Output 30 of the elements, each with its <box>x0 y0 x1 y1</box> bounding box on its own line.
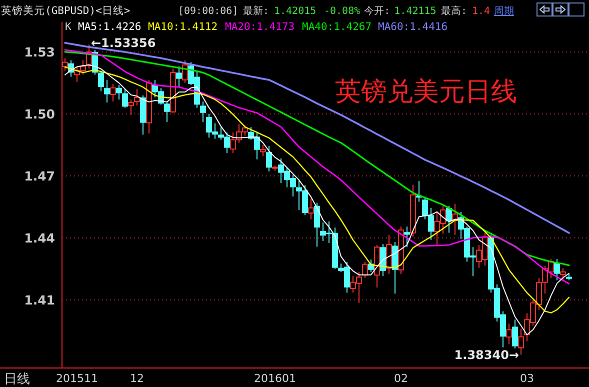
chart-title: 英镑美元(GBPUSD)<日线> <box>1 4 130 17</box>
text: [09:00:06] <box>178 6 238 17</box>
text: 1.4 <box>472 6 490 17</box>
text: MA10:1.4112 <box>148 21 218 33</box>
text: MA60:1.4416 <box>378 21 448 33</box>
text: 今开: <box>364 5 390 17</box>
text: MA40:1.4267 <box>302 21 372 33</box>
x-tick-label: 201511 <box>56 372 98 385</box>
text: 1.42115 <box>394 6 436 17</box>
annotation: 1.38340→ <box>454 348 519 362</box>
annotation: 英镑兑美元日线 <box>335 77 517 107</box>
text: MA20:1.4173 <box>225 21 295 33</box>
x-tick-label: 12 <box>130 372 144 385</box>
text: 最新: <box>243 5 270 17</box>
text: 最高: <box>441 5 468 17</box>
text: 周期 <box>494 5 514 17</box>
y-tick-label: 1.50 <box>24 106 56 122</box>
text: MA5:1.4226 <box>78 21 142 33</box>
x-tick-label: 02 <box>394 372 408 385</box>
y-tick-label: 1.47 <box>24 168 55 184</box>
y-tick-label: 1.44 <box>24 230 56 246</box>
x-tick-label: 03 <box>520 372 534 385</box>
x-tick-label: 201601 <box>254 372 296 385</box>
annotation: K <box>65 21 72 33</box>
annotation: ←1.53356 <box>91 36 156 50</box>
x-axis-title: 日线 <box>4 372 30 387</box>
y-tick-label: 1.41 <box>24 292 55 308</box>
text: 1.42015 <box>274 6 316 17</box>
y-tick-label: 1.53 <box>24 44 55 60</box>
text: -0.08% <box>324 6 360 17</box>
